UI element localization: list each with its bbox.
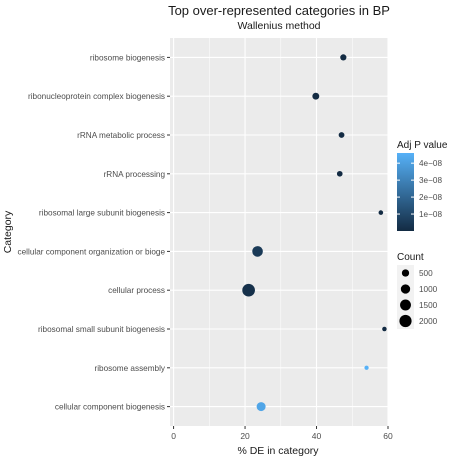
y-tick-label: rRNA processing: [104, 170, 166, 179]
legend-size-label: 1000: [419, 285, 438, 294]
legend-color-ticks: 4e−08 3e−08 2e−08 1e−08: [397, 159, 442, 219]
legend-size-label: 500: [419, 269, 433, 278]
plot-panel: [170, 38, 388, 426]
legend-size-dot: [400, 299, 411, 311]
legend-size-items: 500 1000 1500 2000: [397, 265, 438, 329]
legend-color-label: 3e−08: [419, 176, 442, 185]
legend-color-title: Adj P value: [397, 140, 448, 151]
data-point: [382, 326, 387, 332]
legend-size-dot: [400, 284, 411, 294]
legend-color: Adj P value 4e−08 3e−08 2e−08 1e−08: [397, 140, 448, 231]
y-tick-label: cellular process: [108, 286, 165, 295]
chart-title: Top over-represented categories in BP: [168, 3, 390, 18]
y-tick-label: ribosome assembly: [94, 364, 165, 373]
x-tick-label: 0: [171, 431, 176, 441]
y-tick-label: ribosome biogenesis: [90, 53, 165, 62]
data-point: [336, 170, 343, 177]
legend-color-label: 1e−08: [419, 210, 442, 219]
data-point: [364, 365, 369, 370]
legend-color-label: 2e−08: [419, 193, 442, 202]
legend-size: Count 500 1000 1500 2000: [397, 252, 438, 329]
y-tick-label: ribosomal small subunit biogenesis: [38, 325, 165, 334]
legend-size-label: 1500: [419, 301, 438, 310]
legend-size-title: Count: [397, 252, 424, 263]
x-tick-label: 60: [383, 431, 393, 441]
data-points: [242, 54, 387, 412]
x-tick-label: 40: [312, 431, 322, 441]
legend-size-dot: [401, 269, 410, 277]
x-axis: 0 20 40 60: [171, 426, 393, 441]
legend-size-dot: [399, 314, 412, 328]
data-point: [242, 283, 255, 297]
y-axis-title: Category: [2, 210, 14, 253]
data-point: [378, 210, 384, 215]
data-point: [340, 54, 347, 61]
y-tick-label: cellular component biogenesis: [55, 403, 165, 412]
x-axis-title: % DE in category: [237, 445, 319, 457]
y-tick-label: ribonucleoprotein complex biogenesis: [28, 92, 165, 101]
legend-color-label: 4e−08: [419, 159, 442, 168]
data-point: [252, 246, 263, 257]
y-tick-label: rRNA metabolic process: [77, 131, 165, 140]
x-tick-label: 20: [240, 431, 250, 441]
grid-layer: [170, 38, 389, 426]
y-axis: ribosome biogenesis ribonucleoprotein com…: [18, 53, 170, 412]
legend-colorbar: [397, 153, 414, 231]
legend-size-label: 2000: [419, 317, 438, 326]
data-point: [256, 402, 266, 412]
data-point: [338, 132, 345, 138]
y-tick-label: cellular component organization or bioge: [18, 247, 166, 256]
chart-subtitle: Wallenius method: [237, 20, 320, 32]
y-tick-label: ribosomal large subunit biogenesis: [39, 209, 165, 218]
data-point: [312, 92, 320, 100]
